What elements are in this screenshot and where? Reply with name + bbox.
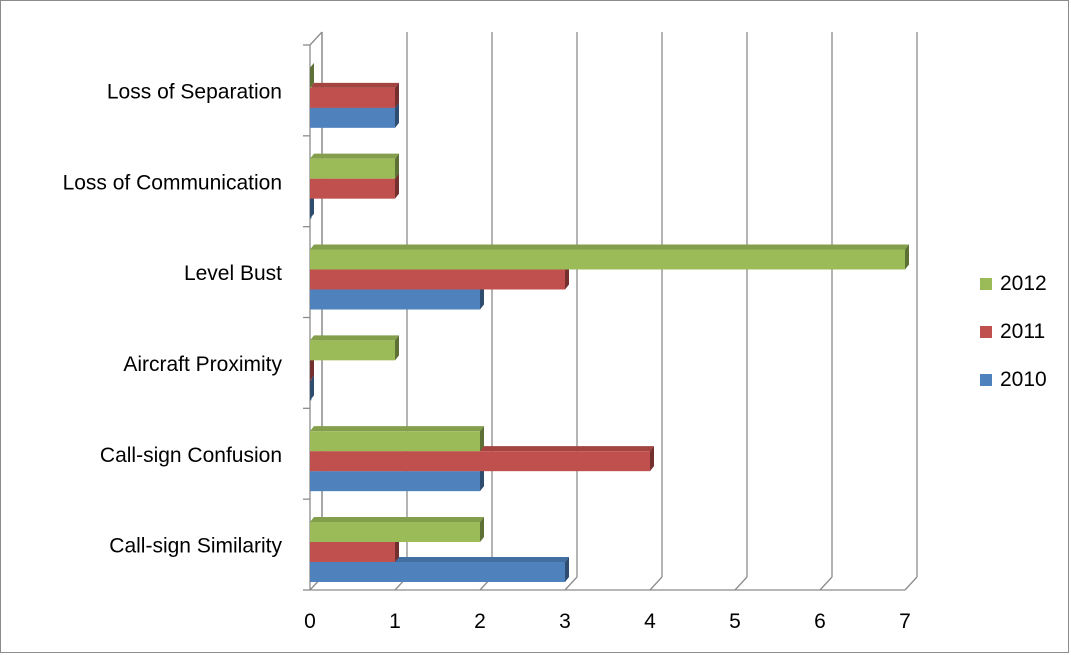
bar-2012	[310, 431, 480, 452]
bar-2010	[310, 562, 565, 582]
bar-side-2012	[480, 517, 484, 542]
bar-2011	[310, 451, 650, 472]
gridlines	[309, 32, 918, 591]
bar-top-2011	[310, 82, 399, 88]
bar-side-2012	[480, 426, 484, 452]
legend-label-2012: 2012	[1000, 272, 1047, 295]
bar-2011	[310, 87, 395, 108]
bar-side-2010	[310, 193, 314, 219]
bar-side-2010	[310, 375, 314, 401]
bar-2012	[310, 249, 905, 270]
bar-2012	[310, 340, 395, 361]
legend-swatch-2011	[980, 326, 992, 338]
category-labels: Call-sign Similarity Call-sign Confusion A…	[63, 80, 283, 557]
bar-2010	[310, 471, 480, 492]
y-axis-wall-top	[309, 31, 323, 46]
bar-2011	[310, 542, 395, 562]
floor-gridline	[564, 576, 578, 591]
category-label: Call-sign Similarity	[109, 535, 282, 558]
bars	[310, 62, 909, 582]
bar-top-2012	[310, 244, 909, 250]
bar-side-2010	[480, 466, 484, 492]
bar-side-2010	[395, 102, 399, 128]
floor-gridline	[819, 576, 833, 591]
bar-side-2011	[395, 173, 399, 199]
bar-2011	[310, 178, 395, 199]
x-tick-label: 5	[729, 610, 741, 633]
x-tick-label: 6	[814, 610, 826, 633]
legend-label-2011: 2011	[1000, 320, 1045, 343]
bar-side-2011	[565, 264, 569, 290]
bar-2010	[310, 107, 395, 128]
bar-side-2011	[310, 355, 314, 381]
bar-side-2010	[480, 284, 484, 310]
floor-gridline	[734, 576, 748, 591]
bar-side-2011	[395, 537, 399, 562]
bar-top-2012	[310, 335, 399, 341]
category-label: Aircraft Proximity	[123, 353, 282, 376]
category-label: Call-sign Confusion	[100, 444, 282, 467]
x-tick-label: 4	[644, 610, 656, 633]
bar-side-2012	[905, 244, 909, 270]
category-label: Level Bust	[184, 262, 282, 285]
bar-side-2010	[565, 557, 569, 582]
bar-top-2012	[310, 153, 399, 159]
bar-2012	[310, 522, 480, 542]
floor-gridline	[649, 576, 663, 591]
bar-2010	[310, 289, 480, 310]
x-tick-label: 7	[899, 610, 911, 633]
x-tick-label: 2	[474, 610, 486, 633]
x-tick-label: 3	[559, 610, 571, 633]
bar-top-2012	[310, 426, 484, 432]
x-tick-label: 1	[389, 610, 401, 633]
legend-swatch-2010	[980, 374, 992, 386]
bar-2011	[310, 269, 565, 290]
bar-top-2012	[310, 517, 484, 522]
x-tick-labels: 0 1 2 3 4 5 6 7	[304, 610, 911, 633]
bar-side-2011	[650, 446, 654, 472]
category-label: Loss of Communication	[63, 171, 282, 194]
bar-2012	[310, 158, 395, 179]
legend: 2012 2011 2010	[980, 272, 1047, 391]
category-label: Loss of Separation	[107, 80, 282, 103]
bar-side-2012	[310, 62, 314, 88]
bar-side-2012	[395, 153, 399, 179]
bar-side-2011	[395, 82, 399, 108]
x-tick-label: 0	[304, 610, 316, 633]
legend-swatch-2012	[980, 278, 992, 290]
legend-label-2010: 2010	[1000, 368, 1047, 391]
bar-side-2012	[395, 335, 399, 361]
floor-gridline	[904, 576, 918, 591]
